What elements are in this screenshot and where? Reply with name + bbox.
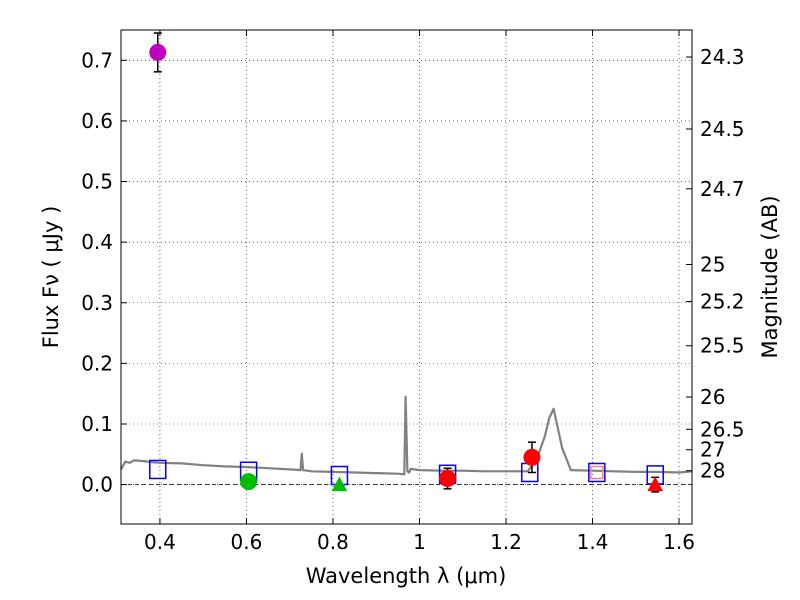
y-tick-label: 0.0 [81, 473, 113, 497]
model-spectrum [120, 395, 693, 476]
right-tick-label: 25 [700, 253, 725, 277]
observed-point [590, 465, 604, 480]
x-tick-label: 0.6 [231, 530, 263, 554]
x-axis-ticks: 0.4 0.6 0.8 1 1.2 1.4 1.6 [144, 30, 695, 554]
right-tick-label: 26.5 [700, 417, 745, 441]
right-tick-label: 25.2 [700, 290, 745, 314]
observed-upper-limit [331, 476, 348, 492]
right-tick-label: 28 [700, 459, 725, 483]
model-point [588, 462, 606, 483]
observed-point [149, 43, 167, 61]
observed-point [240, 473, 258, 491]
y-tick-label: 0.1 [81, 412, 113, 436]
y-tick-label: 0.5 [81, 170, 113, 194]
observed-point [523, 448, 541, 466]
plot-frame [120, 29, 693, 525]
y-tick-label: 0.4 [81, 230, 113, 254]
x-tick-label: 1.2 [490, 530, 522, 554]
x-tick-label: 0.4 [144, 530, 176, 554]
x-tick-label: 1.6 [663, 530, 695, 554]
right-tick-label: 25.5 [700, 334, 745, 358]
x-tick-label: 0.8 [317, 530, 349, 554]
x-tick-label: 1 [413, 530, 426, 554]
right-axis-label: Magnitude (AB) [758, 195, 782, 358]
right-tick-label: 24.7 [700, 177, 745, 201]
model-point [149, 459, 167, 480]
x-axis-label: Wavelength λ (μm) [306, 564, 507, 588]
y-tick-label: 0.3 [81, 291, 113, 315]
observed-photometry-markers [149, 32, 664, 493]
observed-upper-limit [647, 476, 664, 492]
model-spectrum-line [120, 395, 693, 476]
y-axis-label: Flux Fν ( μJy ) [39, 206, 63, 349]
y-axis-ticks: 0.0 0.1 0.2 0.3 0.4 0.5 0.6 0.7 [81, 48, 127, 497]
right-tick-label: 24.3 [700, 45, 745, 69]
right-tick-label: 27 [700, 438, 725, 462]
x-tick-label: 1.4 [577, 530, 609, 554]
right-tick-label: 24.5 [700, 117, 745, 141]
y-tick-label: 0.7 [81, 48, 113, 72]
y-tick-label: 0.2 [81, 351, 113, 375]
right-tick-label: 26 [700, 385, 725, 409]
observed-point [439, 470, 457, 488]
y-tick-label: 0.6 [81, 109, 113, 133]
